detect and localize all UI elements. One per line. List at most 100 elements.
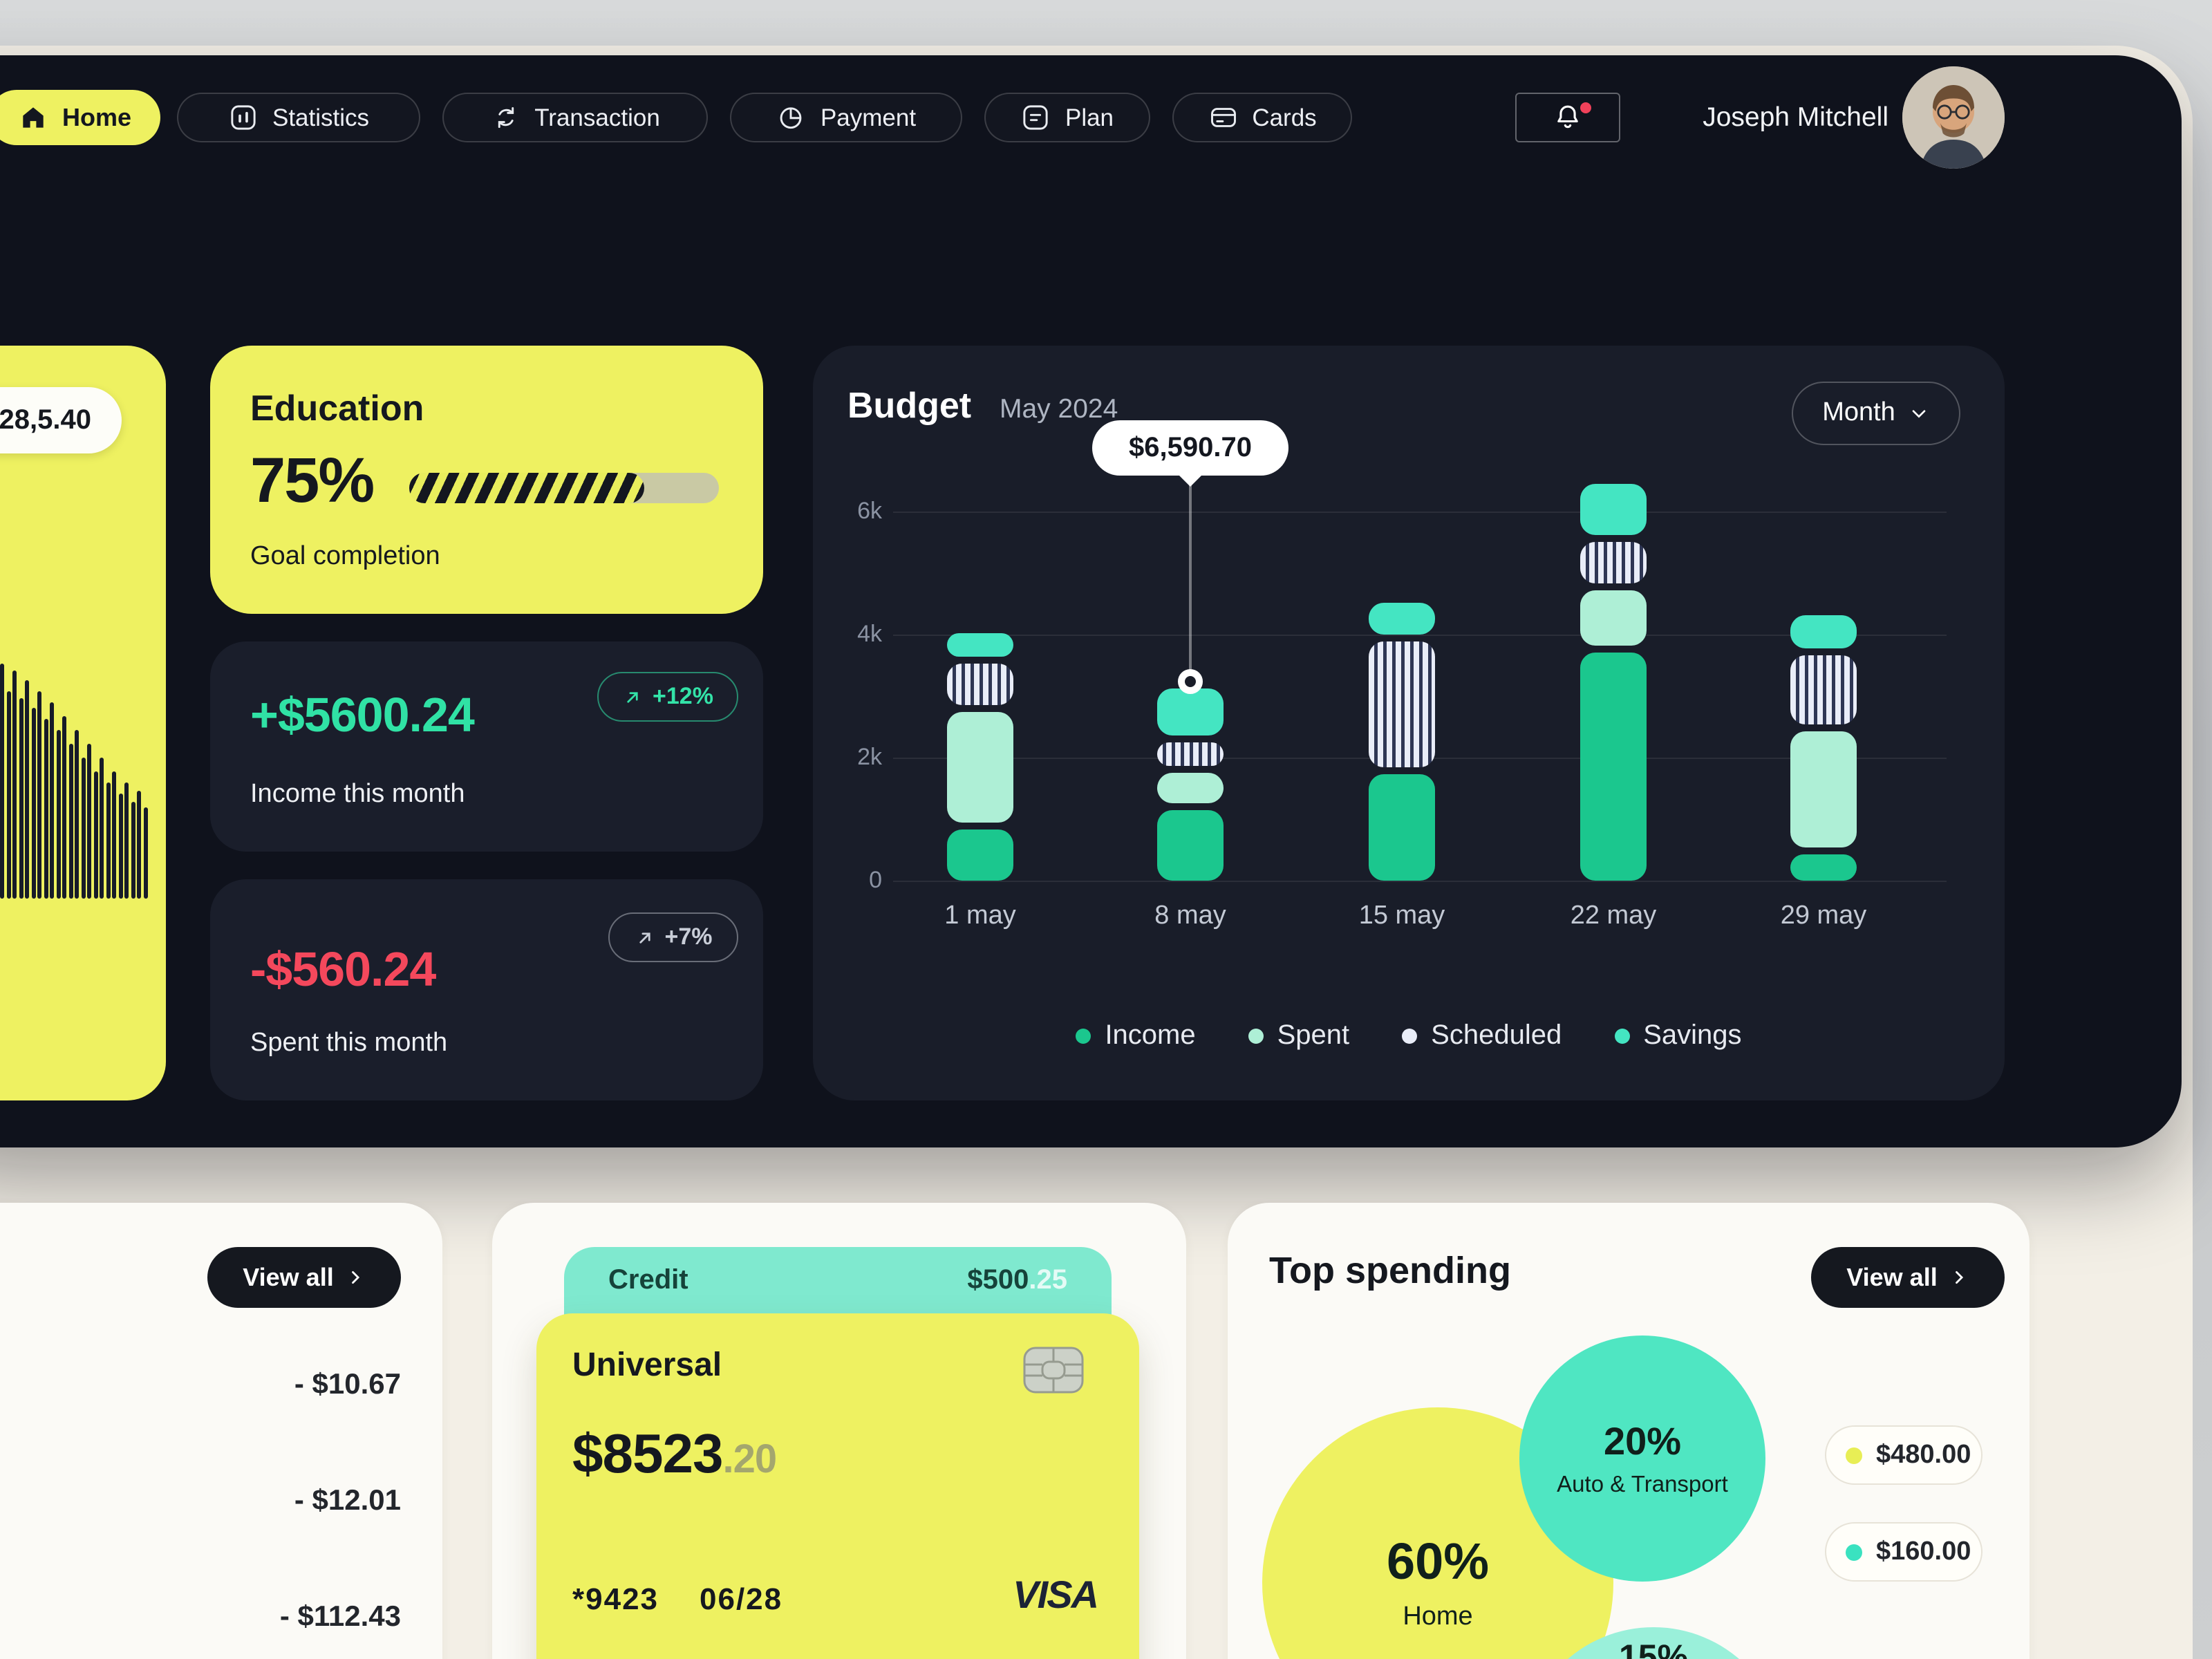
- legend-label: Scheduled: [1431, 1020, 1562, 1051]
- legend-label: Savings: [1643, 1020, 1742, 1051]
- budget-title: Budget: [847, 384, 972, 426]
- transaction-amount: - $10.67: [294, 1369, 401, 1400]
- spark-bar: [118, 794, 122, 899]
- period-dropdown[interactable]: Month: [1792, 382, 1960, 445]
- y-tick: 4k: [857, 621, 882, 647]
- spark-bar: [31, 708, 35, 899]
- card-widget: Credit $500.25 Universal $8523.20 *9423 …: [492, 1203, 1186, 1659]
- education-caption: Goal completion: [250, 542, 440, 571]
- segment-income: [1580, 653, 1647, 881]
- notifications-button[interactable]: [1515, 93, 1620, 142]
- user-avatar[interactable]: [1902, 66, 2005, 169]
- spark-bar: [137, 791, 141, 899]
- period-label: Month: [1822, 398, 1895, 427]
- x-label: 22 may: [1570, 901, 1657, 930]
- payment-icon: [780, 107, 803, 129]
- spark-bar: [12, 671, 17, 899]
- user-name: Joseph Mitchell: [1703, 102, 1888, 133]
- segment-savings: [1790, 615, 1857, 648]
- bar-29-may[interactable]: [1790, 615, 1857, 881]
- spark-bar: [6, 691, 10, 899]
- legend-dot: [1614, 1029, 1630, 1044]
- balance-cents: .20: [722, 1438, 777, 1482]
- education-progress: [409, 473, 719, 503]
- nav-payment[interactable]: Payment: [730, 93, 962, 142]
- bar-22-may[interactable]: [1580, 484, 1647, 881]
- segment-income: [947, 830, 1013, 881]
- visa-logo: VISA: [1013, 1573, 1099, 1616]
- transaction-row[interactable]: - $12.01: [0, 1443, 401, 1559]
- bank-card-name: Universal: [572, 1347, 722, 1384]
- y-tick: 6k: [857, 498, 882, 524]
- spent-card: -$560.24 Spent this month +7%: [210, 879, 763, 1100]
- spark-bar: [44, 719, 48, 899]
- balance-main: $8523: [572, 1424, 723, 1485]
- spending-pill-1: $480.00: [1825, 1425, 1983, 1485]
- transactions-list: - $10.67 - $12.01 - $112.43: [0, 1327, 401, 1659]
- spark-bar: [50, 702, 54, 899]
- legend-label: Income: [1105, 1020, 1196, 1051]
- spark-bar: [25, 680, 29, 899]
- bar-1-may[interactable]: [947, 633, 1013, 881]
- y-tick: 2k: [857, 744, 882, 770]
- budget-plot: 1 may 8 may 15 may 22 may 29 may: [813, 346, 2005, 1100]
- segment-spent: [1580, 590, 1647, 646]
- bubble-label: Auto & Transport: [1557, 1472, 1728, 1497]
- arrow-up-right-icon: [639, 932, 650, 943]
- x-label: 15 may: [1358, 901, 1445, 930]
- legend-label: Spent: [1277, 1020, 1350, 1051]
- transaction-row[interactable]: - $10.67: [0, 1327, 401, 1443]
- segment-savings: [1157, 688, 1224, 735]
- spark-bar: [75, 730, 79, 899]
- bubble-label: Home: [1403, 1602, 1473, 1631]
- chart-legend: Income Spent Scheduled Savings: [813, 1020, 2005, 1052]
- top-spending-view-all-button[interactable]: View all: [1811, 1247, 2005, 1308]
- transactions-view-all-button[interactable]: View all: [207, 1247, 401, 1308]
- segment-income: [1157, 810, 1224, 881]
- avatar-image: [1902, 66, 2005, 169]
- income-caption: Income this month: [250, 780, 465, 809]
- x-label: 29 may: [1780, 901, 1867, 930]
- legend-dot: [1248, 1029, 1264, 1044]
- bell-icon: [1557, 105, 1578, 129]
- legend-item-income: Income: [1076, 1020, 1196, 1052]
- bank-card-expiry: 06/28: [700, 1582, 783, 1616]
- nav-plan[interactable]: Plan: [984, 93, 1150, 142]
- transaction-row[interactable]: - $112.43: [0, 1559, 401, 1659]
- transaction-icon: [498, 106, 514, 129]
- spark-bar: [37, 691, 41, 899]
- x-label: 8 may: [1154, 901, 1226, 930]
- nav-home[interactable]: Home: [0, 90, 160, 145]
- bar-15-may[interactable]: [1369, 603, 1435, 881]
- spent-amount: -$560.24: [250, 943, 436, 997]
- nav-cards[interactable]: Cards: [1172, 93, 1352, 142]
- bar-8-may[interactable]: [1157, 688, 1224, 881]
- education-progress-fill: [409, 473, 645, 503]
- nav-transaction[interactable]: Transaction: [442, 93, 708, 142]
- segment-scheduled: [1157, 742, 1224, 766]
- bank-card[interactable]: Universal $8523.20 *9423 06/28 VISA: [536, 1313, 1139, 1659]
- view-all-label: View all: [243, 1263, 334, 1291]
- income-amount: +$5600.24: [250, 688, 475, 742]
- statistics-icon: [231, 105, 256, 130]
- credit-amount-main: $500: [967, 1265, 1029, 1295]
- education-percent: 75%: [250, 444, 375, 516]
- nav-statistics[interactable]: Statistics: [177, 93, 420, 142]
- spark-bar: [0, 664, 4, 899]
- bubble-percent: 15%: [1618, 1638, 1689, 1659]
- spending-bubble-auto: 20% Auto & Transport: [1519, 1335, 1765, 1582]
- chip-icon: [1023, 1347, 1084, 1400]
- spark-bar: [124, 782, 129, 899]
- segment-scheduled: [947, 664, 1013, 705]
- legend-dot: [1402, 1029, 1418, 1044]
- legend-item-savings: Savings: [1614, 1020, 1742, 1052]
- mini-badge: 28,5.40: [0, 387, 122, 453]
- y-tick: 0: [869, 867, 882, 893]
- spent-badge-label: +7%: [664, 924, 713, 950]
- spark-bar: [93, 771, 97, 899]
- category-dot: [1846, 1544, 1862, 1560]
- transactions-card: View all - $10.67 - $12.01 - $112.43: [0, 1203, 442, 1659]
- chevron-right-icon: [352, 1271, 360, 1284]
- notification-dot: [1580, 102, 1591, 113]
